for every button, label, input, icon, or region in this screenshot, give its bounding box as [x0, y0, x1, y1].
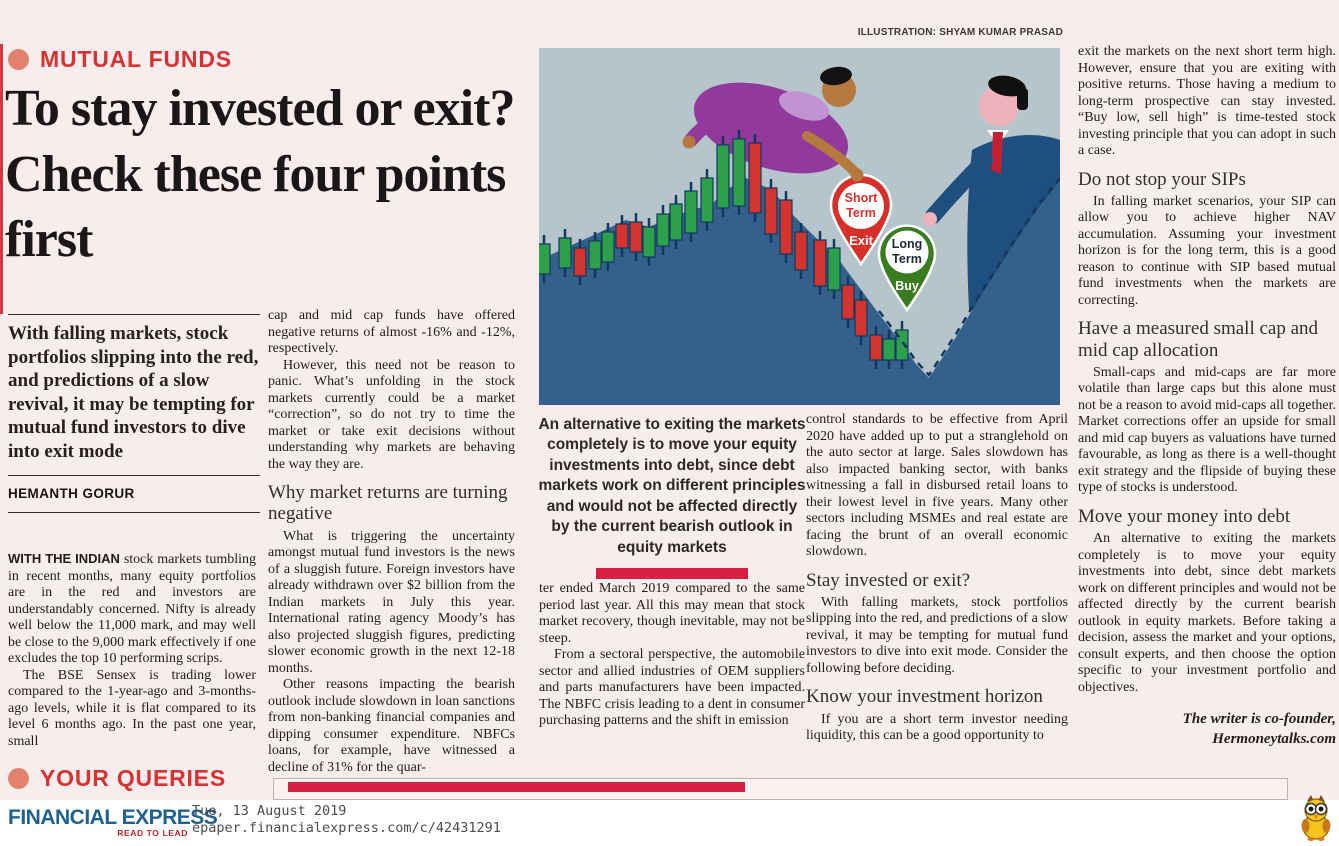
pin-red-text-2: Term: [846, 206, 876, 220]
paragraph: control standards to be effective from A…: [806, 412, 1068, 559]
paragraph: The BSE Sensex is trading lower compared…: [8, 667, 256, 749]
subheading-stay-invested-or-exit: Stay invested or exit?: [806, 569, 971, 591]
paragraph: WITH THE INDIAN stock markets tumbling i…: [8, 551, 256, 668]
paragraph: With falling markets, stock portfolios s…: [806, 594, 1068, 676]
rule-mid: [8, 475, 260, 477]
paragraph: cap and mid cap funds have offered negat…: [268, 308, 515, 356]
section-header-mutual-funds: MUTUAL FUNDS: [8, 46, 232, 73]
subheading-do-not-stop-your-sips: Do not stop your SIPs: [1078, 168, 1246, 190]
paragraph: In falling market scenarios, your SIP ca…: [1078, 193, 1336, 308]
subheading-know-your-investment-horizon: Know your investment horizon: [806, 686, 1043, 708]
section-bullet-icon: [8, 49, 29, 70]
article-column-4: control standards to be effective from A…: [806, 412, 1068, 745]
investor-figure: [682, 66, 860, 177]
lead-in: WITH THE INDIAN: [8, 551, 120, 566]
left-red-rule: [0, 44, 3, 314]
pin-red-text-1: Short: [845, 191, 878, 205]
article-column-2: cap and mid cap funds have offered negat…: [268, 308, 515, 776]
paragraph: Small-caps and mid-caps are far more vol…: [1078, 364, 1336, 496]
caption-red-bar: [596, 568, 748, 580]
illustration-caption: An alternative to exiting the markets co…: [536, 415, 808, 580]
pin-green-text-1: Long: [892, 237, 923, 251]
standfirst-text: With falling markets, stock portfolios s…: [8, 323, 259, 462]
red-tie: [991, 132, 1003, 174]
candlestick-chart: [537, 130, 909, 369]
brand-name: FINANCIAL EXPRESS: [8, 806, 218, 829]
pin-green-text-3: Buy: [895, 279, 919, 293]
paragraph: ter ended March 2019 compared to the sam…: [539, 581, 805, 646]
section-bullet-icon: [8, 768, 29, 789]
article-column-1: WITH THE INDIAN stock markets tumbling i…: [8, 551, 256, 750]
rule-bottom: [8, 512, 260, 514]
short-term-exit-pin: Short Term Exit: [829, 173, 893, 267]
queries-red-bar: [288, 782, 745, 792]
subheading-why-market-returns: Why market returns are turning negative: [268, 482, 508, 525]
subheading-small-cap-mid-cap-allocation: Have a measured small cap and mid cap al…: [1078, 318, 1319, 361]
paragraph: However, this need not be reason to pani…: [268, 357, 515, 472]
article-headline: To stay invested or exit? Check these fo…: [5, 80, 515, 269]
rule-top: [8, 314, 260, 315]
signoff-line-1: The writer is co-founder,: [1182, 711, 1336, 728]
article-column-3: ter ended March 2019 compared to the sam…: [539, 581, 805, 730]
paragraph: What is triggering the uncertainty among…: [268, 528, 515, 676]
brand-tagline: READ TO LEAD: [117, 828, 188, 838]
pin-red-text-3: Exit: [849, 233, 874, 248]
illustration-credit: ILLUSTRATION: SHYAM KUMAR PRASAD: [857, 27, 1063, 38]
footer-url[interactable]: epaper.financialexpress.com/c/42431291: [192, 820, 501, 836]
paragraph: An alternative to exiting the markets co…: [1078, 531, 1336, 695]
byline: HEMANTH GORUR: [8, 486, 135, 502]
financial-express-logo: FINANCIAL EXPRESS READ TO LEAD: [8, 806, 218, 838]
queries-box: [273, 778, 1288, 800]
footer-meta: Tue, 13 August 2019 epaper.financialexpr…: [192, 803, 501, 837]
owl-mascot-logo: [1295, 795, 1337, 841]
caption-text: An alternative to exiting the markets co…: [538, 416, 806, 556]
illustration-svg: Short Term Exit Long Term Buy: [537, 48, 1061, 405]
long-term-buy-pin: Long Term Buy: [877, 224, 937, 313]
newspaper-page: MUTUAL FUNDS To stay invested or exit? C…: [0, 0, 1339, 800]
article-column-5: exit the markets on the next short term …: [1078, 44, 1336, 749]
signoff-line-2: Hermoneytalks.com: [1212, 730, 1336, 747]
paragraph: exit the markets on the next short term …: [1078, 44, 1336, 158]
paragraph: From a sectoral perspective, the automob…: [539, 647, 805, 728]
section-title: MUTUAL FUNDS: [40, 46, 232, 72]
section-header-your-queries: YOUR QUERIES: [8, 765, 226, 792]
pin-green-text-2: Term: [892, 252, 922, 266]
section-title: YOUR QUERIES: [40, 765, 226, 791]
standfirst-block: With falling markets, stock portfolios s…: [8, 314, 260, 514]
paragraph: If you are a short term investor needing…: [806, 711, 1068, 744]
paragraph: Other reasons impacting the bearish outl…: [268, 677, 515, 775]
footer-date: Tue, 13 August 2019: [192, 803, 347, 819]
hands: [850, 168, 937, 226]
subheading-move-your-money-into-debt: Move your money into debt: [1078, 505, 1291, 527]
author-signoff: The writer is co-founder, Hermoneytalks.…: [1078, 710, 1336, 749]
dashed-trend-line: [878, 177, 1061, 378]
epaper-footer: FINANCIAL EXPRESS READ TO LEAD Tue, 13 A…: [0, 795, 1339, 841]
market-illustration: Short Term Exit Long Term Buy: [537, 48, 1061, 405]
paragraph-text: stock markets tumbling in recent months,…: [8, 552, 256, 666]
